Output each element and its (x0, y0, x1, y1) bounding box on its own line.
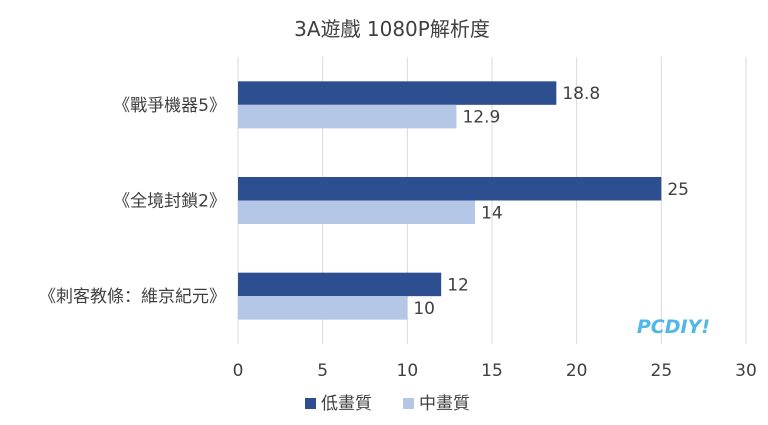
legend-label-0: 低畫質 (321, 394, 372, 414)
category-label-2: 《刺客教條：維京紀元》 (39, 287, 226, 307)
x-tick-label-6: 30 (735, 361, 757, 381)
bar-1-0 (238, 177, 662, 201)
data-label-0-0: 18.8 (562, 84, 600, 104)
data-labels: 18.8 12.9 25 14 12 10 (413, 84, 689, 319)
legend-swatch-0 (305, 398, 316, 409)
legend: 低畫質 中畫質 (305, 394, 470, 414)
x-tick-label-2: 10 (397, 361, 419, 381)
bar-1-1 (238, 200, 476, 224)
bars (238, 81, 662, 320)
data-label-0-1: 12.9 (462, 108, 500, 128)
x-tick-label-5: 25 (651, 361, 673, 381)
data-label-2-0: 12 (447, 275, 469, 295)
chart-title: 3A遊戲 1080P解析度 (294, 17, 490, 41)
category-labels: 《戰爭機器5》《全境封鎖2》《刺客教條：維京紀元》 (39, 96, 226, 307)
data-label-2-1: 10 (413, 299, 435, 319)
bar-2-0 (238, 272, 442, 297)
legend-swatch-1 (403, 398, 414, 409)
data-label-1-1: 14 (481, 203, 503, 223)
category-label-0: 《戰爭機器5》 (113, 96, 226, 116)
x-tick-label-3: 15 (481, 361, 503, 381)
bar-0-0 (238, 81, 557, 105)
watermark-text: PCDIY! (637, 316, 710, 338)
data-label-1-0: 25 (667, 180, 689, 200)
bar-0-1 (238, 104, 457, 129)
x-tick-label-4: 20 (566, 361, 588, 381)
legend-label-1: 中畫質 (419, 394, 470, 414)
x-tick-label-1: 5 (317, 361, 328, 381)
x-tick-labels: 0 5 10 15 20 25 30 (233, 361, 757, 381)
category-label-1: 《全境封鎖2》 (113, 192, 226, 212)
bar-2-1 (238, 296, 408, 320)
x-tick-label-0: 0 (233, 361, 244, 381)
